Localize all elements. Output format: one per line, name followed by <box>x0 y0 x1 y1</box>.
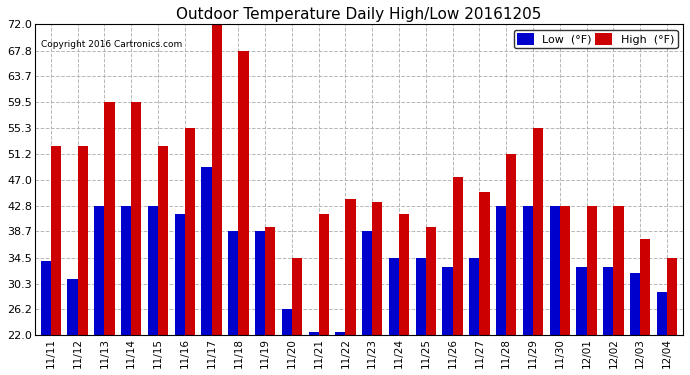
Bar <box>603 267 613 335</box>
Bar <box>657 292 667 335</box>
Bar <box>560 206 570 335</box>
Bar <box>185 128 195 335</box>
Bar <box>212 24 221 335</box>
Bar <box>496 206 506 335</box>
Bar <box>255 231 265 335</box>
Bar <box>640 239 651 335</box>
Bar <box>158 146 168 335</box>
Bar <box>238 51 248 335</box>
Bar <box>415 258 426 335</box>
Bar <box>201 168 212 335</box>
Title: Outdoor Temperature Daily High/Low 20161205: Outdoor Temperature Daily High/Low 20161… <box>176 7 542 22</box>
Bar <box>523 206 533 335</box>
Bar <box>41 261 51 335</box>
Bar <box>77 146 88 335</box>
Bar <box>308 332 319 335</box>
Bar <box>95 206 104 335</box>
Bar <box>319 214 329 335</box>
Bar <box>68 279 77 335</box>
Bar <box>265 226 275 335</box>
Bar <box>121 206 131 335</box>
Bar <box>586 206 597 335</box>
Bar <box>469 258 480 335</box>
Bar <box>480 192 490 335</box>
Bar <box>51 146 61 335</box>
Bar <box>282 309 292 335</box>
Bar <box>228 231 238 335</box>
Bar <box>550 206 560 335</box>
Bar <box>630 273 640 335</box>
Bar <box>362 231 373 335</box>
Legend: Low  (°F), High  (°F): Low (°F), High (°F) <box>513 30 678 48</box>
Bar <box>453 177 463 335</box>
Bar <box>346 198 355 335</box>
Bar <box>373 202 382 335</box>
Bar <box>576 267 586 335</box>
Bar <box>533 128 543 335</box>
Bar <box>667 258 677 335</box>
Bar <box>175 214 185 335</box>
Bar <box>506 154 516 335</box>
Bar <box>104 102 115 335</box>
Bar <box>148 206 158 335</box>
Text: Copyright 2016 Cartronics.com: Copyright 2016 Cartronics.com <box>41 40 182 49</box>
Bar <box>442 267 453 335</box>
Bar <box>426 226 436 335</box>
Bar <box>613 206 624 335</box>
Bar <box>292 258 302 335</box>
Bar <box>389 258 399 335</box>
Bar <box>399 214 409 335</box>
Bar <box>335 332 346 335</box>
Bar <box>131 102 141 335</box>
